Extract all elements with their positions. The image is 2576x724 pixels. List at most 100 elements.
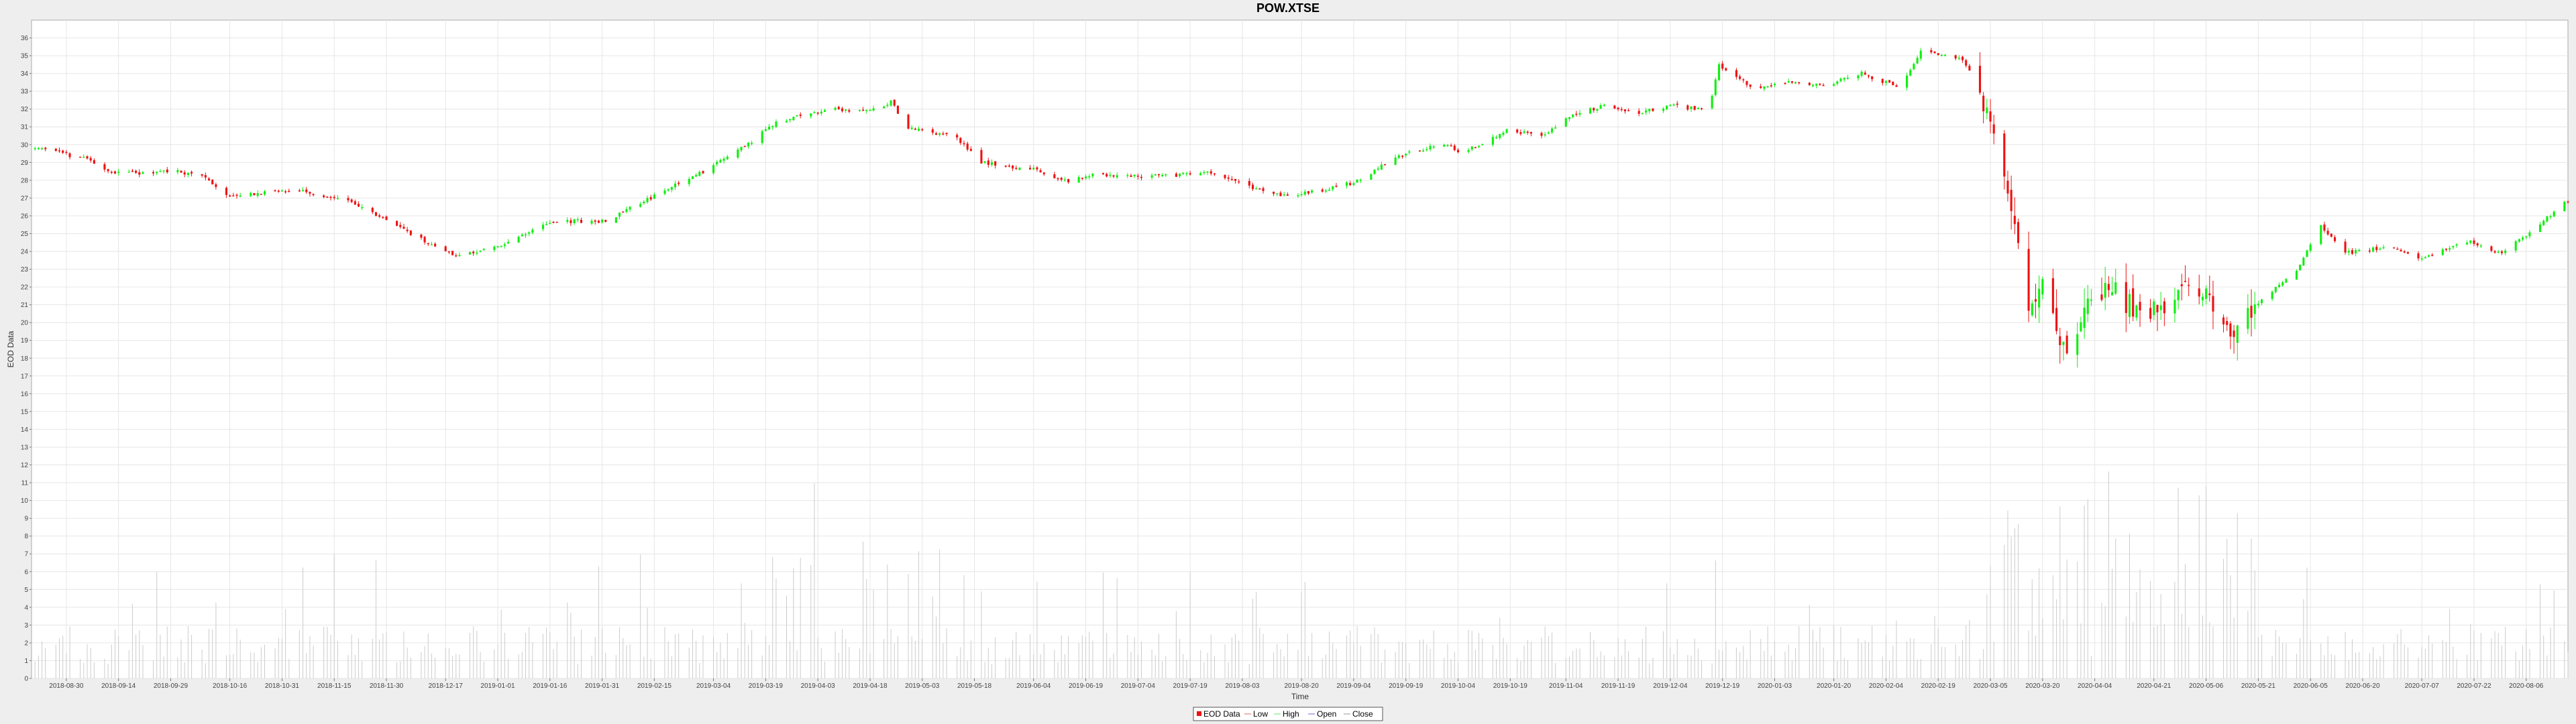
candle-body — [1012, 165, 1014, 169]
candle-body — [1798, 82, 1801, 84]
y-tick-label: 11 — [21, 480, 29, 487]
candle-body — [1251, 184, 1254, 190]
candle-body — [2229, 323, 2232, 337]
candle-body — [131, 170, 133, 172]
y-tick-label: 23 — [21, 266, 29, 274]
candle-body — [2149, 308, 2152, 319]
candle-body — [1321, 189, 1324, 192]
y-tick-label: 10 — [21, 497, 29, 505]
candle-body — [472, 251, 475, 253]
x-tick-label: 2019-01-16 — [533, 682, 568, 690]
candle-body — [138, 172, 141, 175]
x-tick-label: 2020-04-04 — [2078, 682, 2112, 690]
candle-body — [2493, 251, 2496, 253]
candle-body — [1258, 188, 1261, 190]
candle-body — [1836, 81, 1839, 84]
candle-body — [176, 170, 179, 172]
candle-body — [1112, 175, 1115, 177]
candle-body — [2542, 221, 2545, 225]
candle-body — [58, 150, 61, 152]
candle-body — [2406, 252, 2409, 254]
candle-body — [869, 110, 871, 111]
candle-body — [576, 219, 579, 221]
candle-body — [347, 198, 350, 200]
candle-body — [2417, 253, 2420, 259]
candle-body — [1345, 182, 1348, 186]
x-axis-label: Time — [1291, 692, 1309, 701]
candle-body — [1589, 108, 1592, 114]
x-tick-label: 2019-03-19 — [749, 682, 784, 690]
candle-body — [493, 247, 496, 250]
y-tick-label: 27 — [21, 195, 29, 202]
candle-body — [409, 231, 412, 235]
candle-body — [1564, 118, 1567, 127]
candle-body — [1982, 95, 1985, 111]
candle-body — [2253, 304, 2256, 314]
candle-body — [2090, 299, 2092, 301]
candle-body — [2445, 249, 2448, 250]
candle-body — [792, 117, 795, 121]
candle-body — [1526, 131, 1529, 133]
candle-body — [1669, 105, 1672, 107]
candle-body — [1502, 132, 1505, 135]
candle-body — [62, 150, 64, 153]
candle-body — [1478, 145, 1481, 147]
candle-body — [2080, 322, 2082, 332]
candle-body — [2309, 244, 2312, 251]
legend-label-close: Close — [1352, 709, 1373, 719]
y-tick-label: 31 — [21, 124, 29, 131]
x-tick-label: 2019-12-04 — [1653, 682, 1688, 690]
candle-body — [2382, 247, 2385, 249]
candle-body — [207, 178, 211, 181]
candle-body — [406, 229, 409, 231]
candle-body — [277, 190, 280, 192]
candle-body — [1638, 111, 1640, 114]
candle-body — [890, 100, 892, 106]
y-tick-label: 25 — [21, 231, 29, 238]
candle-body — [1784, 82, 1786, 84]
candle-body — [1397, 155, 1400, 158]
candle-body — [938, 133, 941, 135]
candle-body — [1453, 145, 1456, 150]
candle-body — [969, 149, 972, 151]
candle-body — [1505, 129, 1508, 133]
candle-body — [1666, 105, 1668, 109]
x-tick-label: 2020-07-07 — [2405, 682, 2440, 690]
candle-body — [1077, 177, 1080, 183]
candle-body — [2420, 258, 2423, 260]
candle-body — [2212, 296, 2214, 312]
candle-body — [2156, 304, 2159, 312]
candle-body — [2034, 299, 2037, 302]
candle-body — [250, 192, 252, 196]
y-tick-label: 32 — [21, 106, 29, 113]
candle-body — [1081, 178, 1083, 179]
candle-body — [1986, 107, 1988, 113]
candle-body — [549, 223, 551, 224]
x-tick-label: 2019-07-19 — [1173, 682, 1208, 690]
candle-body — [2528, 232, 2531, 237]
candle-body — [2104, 282, 2106, 298]
candle-body — [573, 219, 576, 223]
x-tick-label: 2019-01-31 — [585, 682, 620, 690]
x-tick-label: 2019-11-04 — [1549, 682, 1583, 690]
candle-body — [374, 212, 378, 216]
candle-body — [1641, 113, 1644, 115]
candle-body — [2302, 257, 2305, 265]
candle-body — [204, 175, 207, 178]
candle-body — [44, 147, 47, 149]
x-tick-label: 2019-01-01 — [480, 682, 515, 690]
y-tick-label: 1 — [24, 658, 28, 665]
candle-body — [2277, 284, 2281, 288]
y-tick-label: 26 — [21, 213, 29, 220]
x-tick-label: 2019-12-19 — [1705, 682, 1740, 690]
candle-body — [2139, 302, 2141, 311]
candle-body — [1057, 178, 1059, 180]
candle-body — [1380, 164, 1383, 170]
candle-body — [1053, 174, 1056, 178]
candle-body — [1572, 114, 1574, 117]
candle-body — [162, 170, 165, 172]
x-tick-label: 2020-05-21 — [2241, 682, 2276, 690]
candle-body — [1662, 109, 1665, 111]
candle-body — [1568, 117, 1571, 119]
candle-body — [907, 115, 910, 129]
